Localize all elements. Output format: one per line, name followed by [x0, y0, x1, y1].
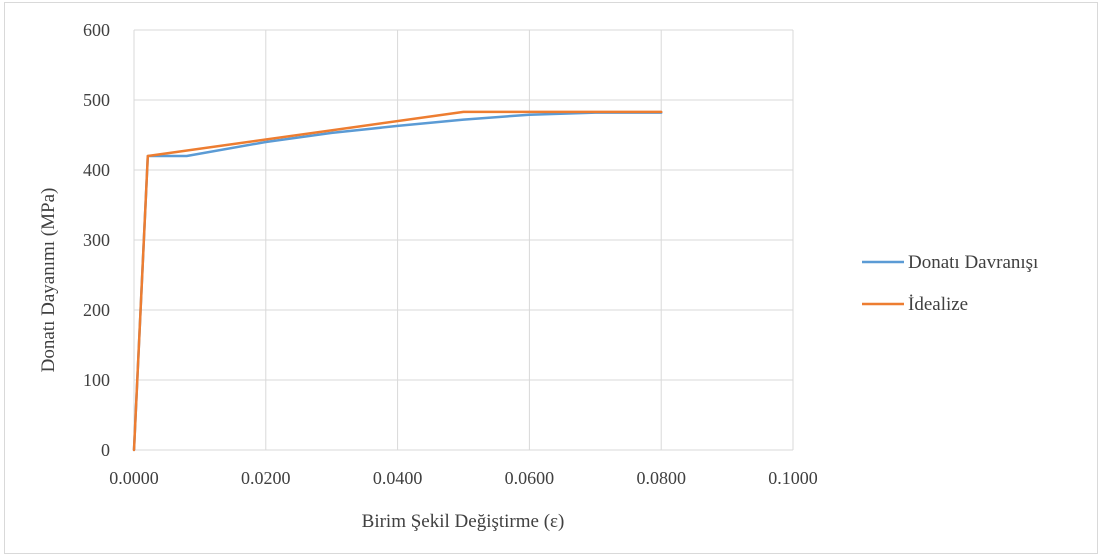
x-axis-ticks: 0.0000 0.0200 0.0400 0.0600 0.0800 0.1000 [109, 468, 818, 488]
y-tick-label: 500 [83, 90, 110, 110]
y-tick-label: 200 [83, 300, 110, 320]
x-tick-label: 0.0600 [505, 468, 555, 488]
y-tick-label: 300 [83, 230, 110, 250]
x-tick-label: 0.0400 [373, 468, 423, 488]
x-tick-label: 0.0200 [241, 468, 291, 488]
x-tick-label: 0.1000 [768, 468, 818, 488]
grid [134, 30, 793, 450]
y-tick-label: 600 [83, 20, 110, 40]
y-axis-ticks: 0 100 200 300 400 500 600 [83, 20, 110, 460]
legend: Donatı Davranışı İdealize [862, 252, 1038, 315]
legend-label: İdealize [908, 294, 968, 315]
x-tick-label: 0.0800 [636, 468, 686, 488]
y-tick-label: 0 [101, 440, 110, 460]
x-axis-title: Birim Şekil Değiştirme (ε) [362, 511, 565, 532]
legend-label: Donatı Davranışı [908, 252, 1038, 273]
y-axis-title: Donatı Dayanımı (MPa) [38, 188, 59, 373]
x-tick-label: 0.0000 [109, 468, 159, 488]
y-tick-label: 100 [83, 370, 110, 390]
y-tick-label: 400 [83, 160, 110, 180]
